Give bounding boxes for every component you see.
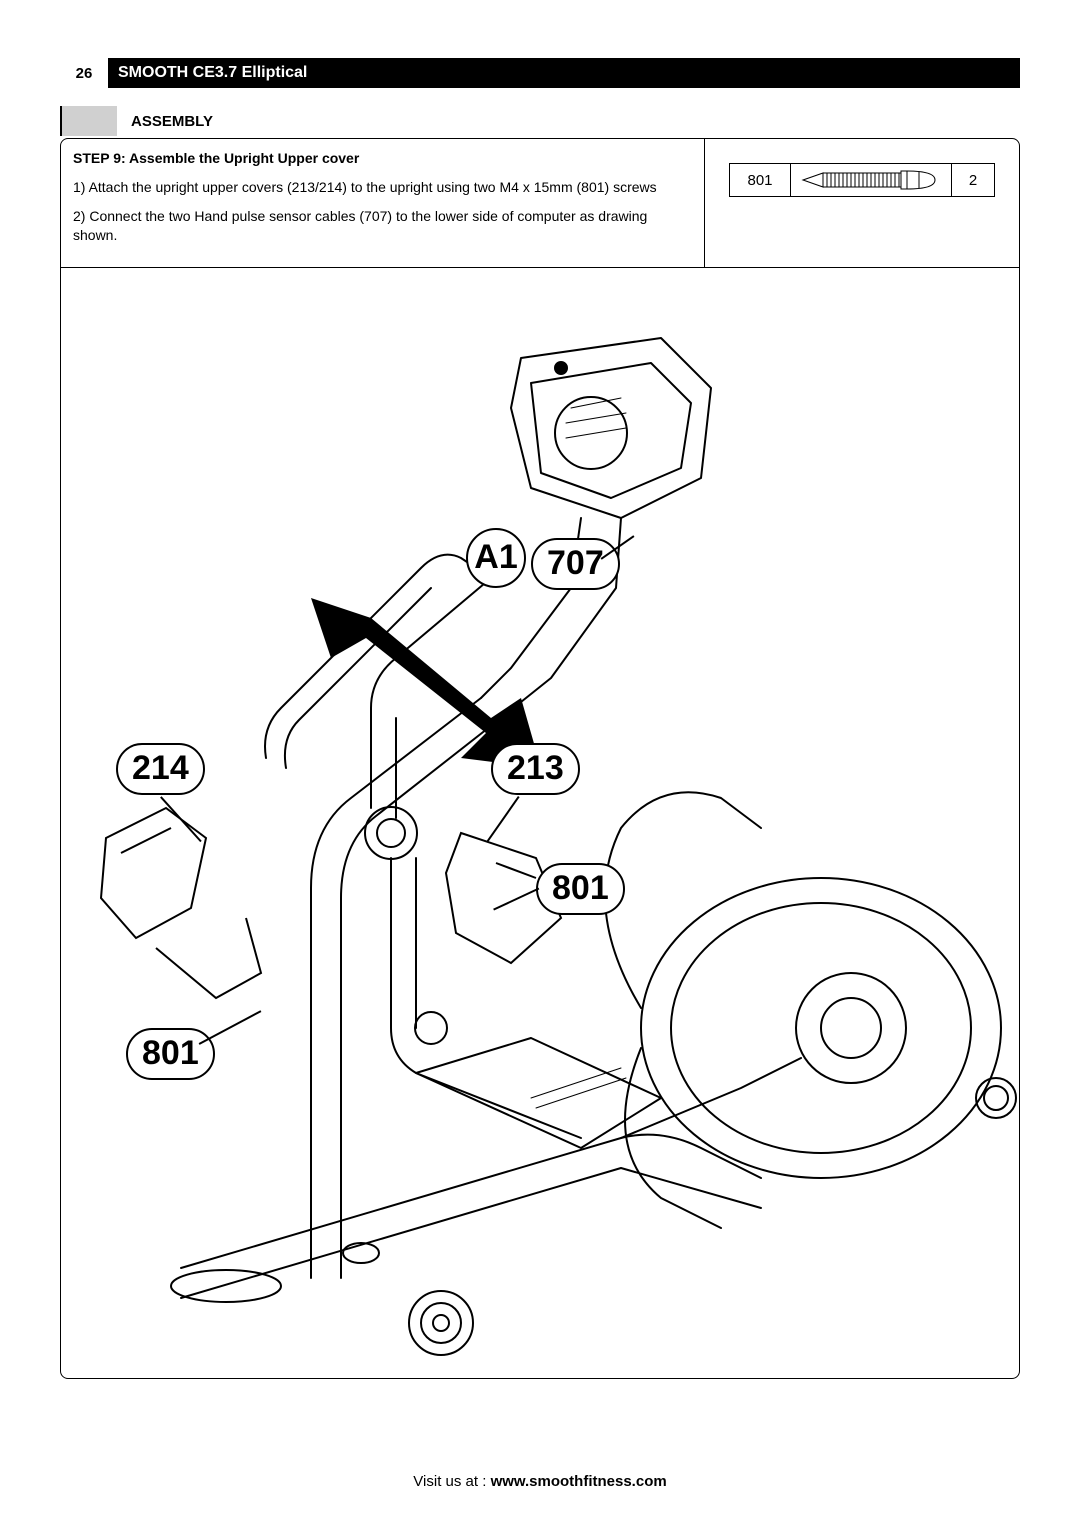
footer: Visit us at : www.smoothfitness.com (0, 1473, 1080, 1490)
page-number: 26 (60, 58, 108, 88)
callout-801-a: 801 (536, 863, 625, 915)
cover-piece-left (96, 798, 316, 1058)
callout-707: 707 (531, 538, 620, 590)
part-number: 801 (729, 163, 791, 197)
grey-stub (62, 106, 117, 136)
section-row: ASSEMBLY (60, 106, 1020, 136)
instruction-box: STEP 9: Assemble the Upright Upper cover… (60, 138, 1020, 1379)
callout-a1: A1 (466, 528, 526, 588)
part-image (791, 163, 951, 197)
footer-prefix: Visit us at : (413, 1473, 490, 1490)
part-reference-panel: 801 (704, 139, 1019, 267)
callout-213: 213 (491, 743, 580, 795)
step-title: STEP 9: Assemble the Upright Upper cover (73, 149, 692, 168)
footer-url: www.smoothfitness.com (491, 1473, 667, 1490)
instruction-top: STEP 9: Assemble the Upright Upper cover… (61, 139, 1019, 268)
instruction-1: 1) Attach the upright upper covers (213/… (73, 178, 692, 197)
product-title-bar: SMOOTH CE3.7 Elliptical (108, 58, 1020, 88)
instruction-text: STEP 9: Assemble the Upright Upper cover… (61, 139, 704, 267)
screw-icon (801, 169, 941, 191)
callout-214: 214 (116, 743, 205, 795)
callout-801-b: 801 (126, 1028, 215, 1080)
diagram-area: A1 707 214 213 801 801 (61, 268, 1019, 1378)
instruction-2: 2) Connect the two Hand pulse sensor cab… (73, 207, 692, 245)
arrow-icon (311, 598, 541, 768)
title-row: 26 SMOOTH CE3.7 Elliptical (60, 58, 1020, 88)
section-heading: ASSEMBLY (117, 106, 1020, 136)
part-row: 801 (729, 163, 995, 197)
part-qty: 2 (951, 163, 995, 197)
